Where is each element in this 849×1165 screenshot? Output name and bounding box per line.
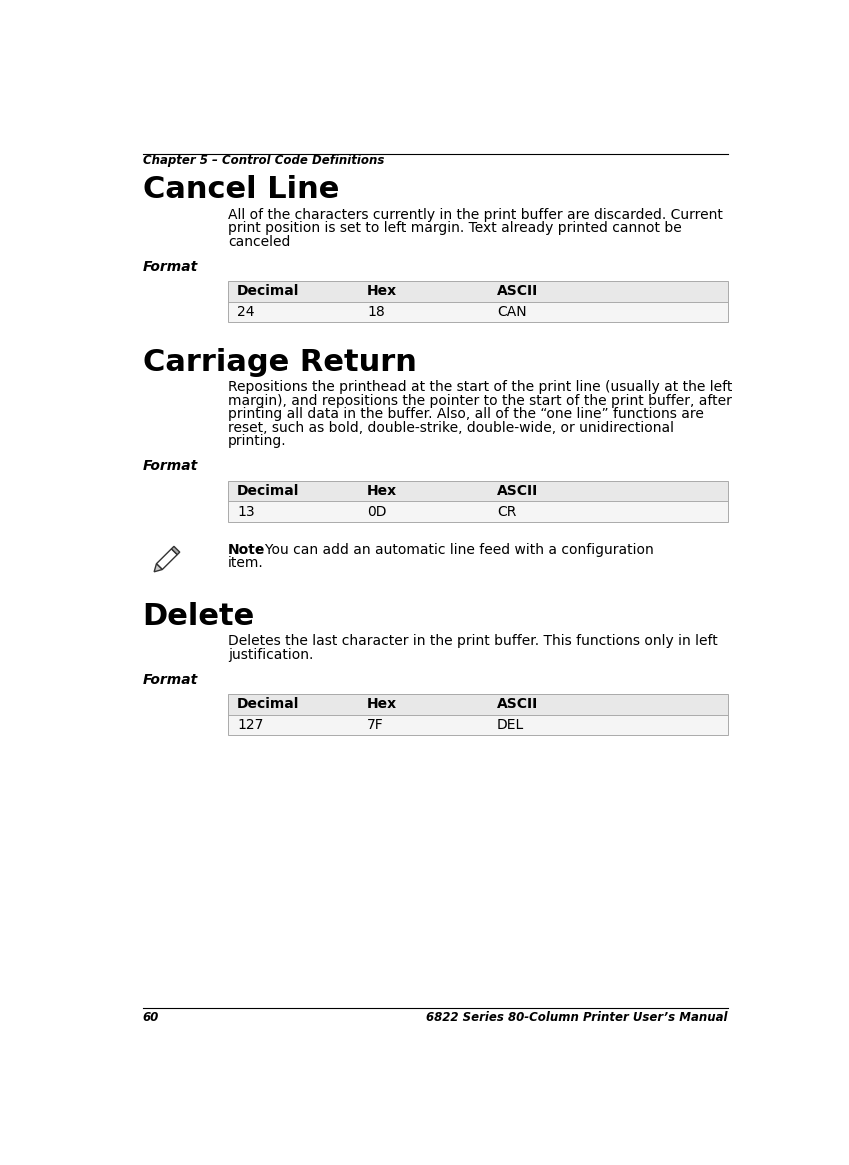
Text: All of the characters currently in the print buffer are discarded. Current: All of the characters currently in the p… <box>228 207 722 221</box>
Bar <box>228 694 728 735</box>
Bar <box>228 481 728 522</box>
Bar <box>228 694 728 714</box>
Polygon shape <box>171 546 180 555</box>
Text: reset, such as bold, double-strike, double-wide, or unidirectional: reset, such as bold, double-strike, doub… <box>228 421 674 435</box>
Text: Format: Format <box>143 260 198 274</box>
Bar <box>228 281 728 302</box>
Text: printing all data in the buffer. Also, all of the “one line” functions are: printing all data in the buffer. Also, a… <box>228 408 704 422</box>
Text: : You can add an automatic line feed with a configuration: : You can add an automatic line feed wit… <box>256 543 654 557</box>
Text: 0D: 0D <box>367 504 386 518</box>
Text: printing.: printing. <box>228 435 286 449</box>
Text: canceled: canceled <box>228 234 290 248</box>
Text: CAN: CAN <box>497 305 526 319</box>
Text: Format: Format <box>143 672 198 686</box>
Text: item.: item. <box>228 556 263 570</box>
Text: Decimal: Decimal <box>237 698 300 712</box>
Bar <box>228 302 728 322</box>
Text: 7F: 7F <box>367 718 384 732</box>
Text: Carriage Return: Carriage Return <box>143 348 416 377</box>
Polygon shape <box>156 549 177 570</box>
Text: 24: 24 <box>237 305 255 319</box>
Text: Cancel Line: Cancel Line <box>143 175 339 204</box>
Text: Deletes the last character in the print buffer. This functions only in left: Deletes the last character in the print … <box>228 634 717 648</box>
Bar <box>228 714 728 735</box>
Polygon shape <box>155 564 162 572</box>
Text: Hex: Hex <box>367 698 397 712</box>
Text: 18: 18 <box>367 305 385 319</box>
Text: DEL: DEL <box>497 718 525 732</box>
Bar <box>228 481 728 501</box>
Bar <box>228 501 728 522</box>
Text: 6822 Series 80-Column Printer User’s Manual: 6822 Series 80-Column Printer User’s Man… <box>426 1011 728 1024</box>
Text: 13: 13 <box>237 504 255 518</box>
Text: margin), and repositions the pointer to the start of the print buffer, after: margin), and repositions the pointer to … <box>228 394 732 408</box>
Text: Hex: Hex <box>367 284 397 298</box>
Text: Hex: Hex <box>367 485 397 499</box>
Text: Repositions the printhead at the start of the print line (usually at the left: Repositions the printhead at the start o… <box>228 381 732 395</box>
Text: Note: Note <box>228 543 265 557</box>
Text: Format: Format <box>143 459 198 473</box>
Text: print position is set to left margin. Text already printed cannot be: print position is set to left margin. Te… <box>228 221 682 235</box>
Text: ASCII: ASCII <box>497 698 538 712</box>
Text: Decimal: Decimal <box>237 284 300 298</box>
Text: 60: 60 <box>143 1011 159 1024</box>
Text: justification.: justification. <box>228 648 313 662</box>
Text: Chapter 5 – Control Code Definitions: Chapter 5 – Control Code Definitions <box>143 154 384 167</box>
Text: ASCII: ASCII <box>497 284 538 298</box>
Text: CR: CR <box>497 504 516 518</box>
Bar <box>228 281 728 322</box>
Text: 127: 127 <box>237 718 263 732</box>
Text: ASCII: ASCII <box>497 485 538 499</box>
Text: Delete: Delete <box>143 602 255 630</box>
Text: Decimal: Decimal <box>237 485 300 499</box>
